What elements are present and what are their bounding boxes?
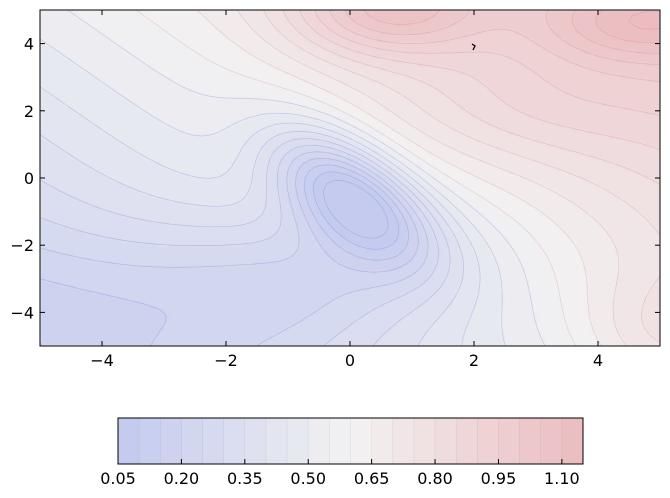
colorbar-band [519,418,542,464]
y-axis: 4 2 0 −2 −4 [10,35,660,322]
contour-line [323,180,389,239]
contour-line [40,151,429,346]
contour-lines [40,10,660,346]
colorbar-frame [117,417,584,465]
colorbar-tick-label: 0.95 [481,469,517,488]
x-tick-label: −2 [214,351,238,370]
colorbar-tick-label: 0.50 [290,469,326,488]
y-tick-label: 2 [24,102,34,121]
x-tick-label: 4 [593,351,603,370]
x-tick-label: −4 [90,351,114,370]
colorbar-band [118,418,140,464]
colorbar-band [540,418,563,464]
colorbar-band [413,418,436,464]
y-tick-label: −2 [10,236,34,255]
contour-line [282,10,660,185]
colorbar-band [435,418,457,464]
contour-line [40,144,439,346]
contour-line [40,164,410,346]
x-tick-label: 0 [345,351,355,370]
colorbar-band [160,418,182,464]
colorbar-band [202,418,224,464]
colorbar-band [287,418,309,464]
colorbar-band [329,418,351,464]
colorbar-bands [118,418,584,464]
contour-artifact-mark [471,43,476,51]
contour-line [595,10,660,44]
contour-line [328,10,660,82]
contour-line [263,10,660,343]
colorbar-band [350,418,372,464]
x-axis: −4 −2 0 2 4 [90,10,603,370]
colorbar-tick-label: 0.20 [164,469,200,488]
y-tick-label: 0 [24,169,34,188]
colorbar-tick-label: 1.10 [544,469,580,488]
contour-line [40,157,419,346]
colorbar-tick-label: 0.65 [354,469,390,488]
colorbar-ticks: 0.05 0.20 0.35 0.50 0.65 0.80 0.95 1.10 [100,459,580,488]
x-tick-label: 2 [469,351,479,370]
contour-line [313,171,400,250]
colorbar-band [308,418,330,464]
colorbar-band [139,418,161,464]
contour-line [363,10,660,54]
colorbar-band [265,418,288,464]
contour-fill [40,10,660,346]
contour-line [40,38,506,346]
contour-line [196,10,602,346]
contour-line [314,10,660,116]
contour-line [40,86,481,346]
colorbar-band [371,418,394,464]
colorbar-band [392,418,415,464]
contour-line [344,10,660,66]
colorbar-tick-label: 0.80 [417,469,453,488]
contour-line [299,10,660,150]
colorbar-band [498,418,520,464]
contour-line [40,138,451,346]
colorbar: 0.05 0.20 0.35 0.50 0.65 0.80 0.95 1.10 [100,417,584,488]
colorbar-band [223,418,246,464]
colorbar-band [456,418,478,464]
contour-line [40,130,464,346]
contour-line [135,10,577,346]
y-tick-label: 4 [24,35,34,54]
contour-line [628,10,660,30]
colorbar-band [181,418,203,464]
colorbar-band [244,418,267,464]
colorbar-tick-label: 0.05 [100,469,136,488]
colorbar-tick-label: 0.35 [227,469,263,488]
y-tick-label: −4 [10,303,34,322]
colorbar-band [561,418,584,464]
colorbar-band [477,418,499,464]
contour-line [67,10,546,346]
